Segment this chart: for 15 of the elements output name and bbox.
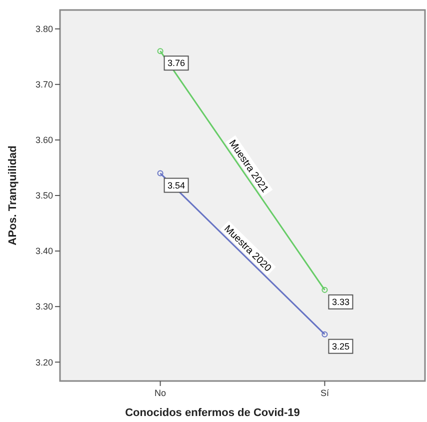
data-label: 3.25 <box>332 341 350 352</box>
y-tick-label: 3.40 <box>35 246 53 256</box>
y-tick-label: 3.50 <box>35 190 53 201</box>
y-tick-label: 3.60 <box>35 135 53 146</box>
x-axis-title: Conocidos enfermos de Covid-19 <box>125 407 300 419</box>
y-tick-label: 3.20 <box>35 357 53 368</box>
y-tick-label: 3.80 <box>35 24 53 34</box>
y-tick-label: 3.30 <box>35 302 53 312</box>
data-label: 3.54 <box>168 180 186 190</box>
x-tick-label: Sí <box>320 388 330 398</box>
y-axis-title: APos. Tranquilidad <box>7 146 19 246</box>
data-label: 3.33 <box>332 297 350 308</box>
x-tick-label: No <box>154 388 166 398</box>
y-tick-label: 3.70 <box>35 80 53 90</box>
data-label: 3.76 <box>168 58 186 68</box>
